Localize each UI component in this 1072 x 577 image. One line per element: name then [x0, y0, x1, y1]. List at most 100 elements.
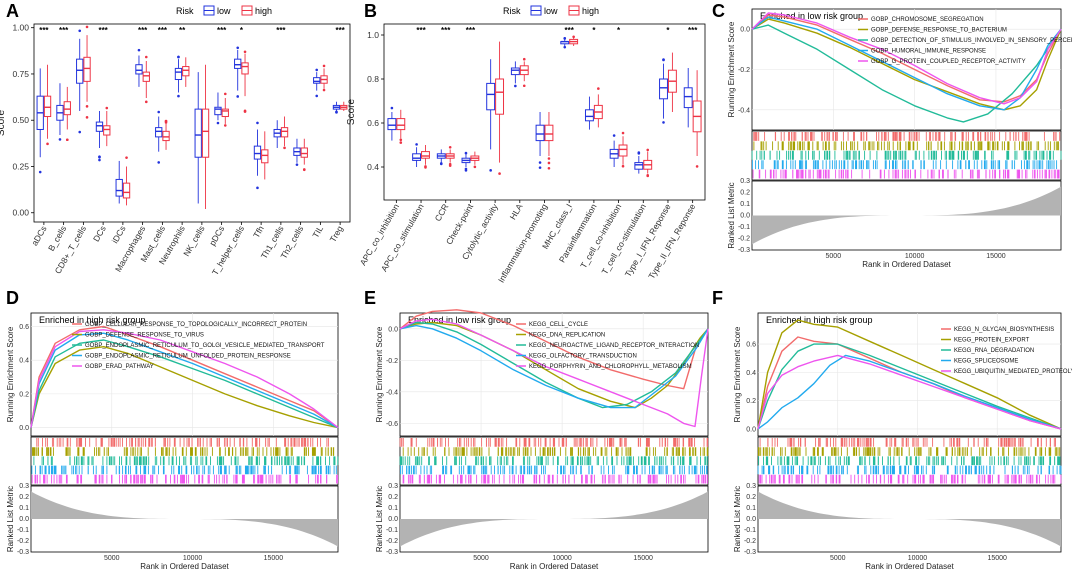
- box-high: [544, 124, 554, 142]
- box-low: [659, 78, 668, 100]
- y-tick-label: 1.00: [12, 23, 29, 33]
- outlier-high: [498, 172, 501, 175]
- gsea-legend-label: GOBP_ENDOPLASMIC_RETICULUM_UNFOLDED_PROT…: [85, 354, 291, 360]
- outlier-low: [538, 161, 542, 164]
- metric-tick-label: 0.1: [388, 505, 398, 512]
- y-tick-label: -0.4: [386, 389, 398, 396]
- y-tick-label: -0.2: [386, 358, 398, 365]
- x-axis-label: Rank in Ordered Dataset: [510, 562, 599, 571]
- metric-tick-label: 0.3: [740, 178, 750, 185]
- x-tick-label: 5000: [104, 555, 120, 562]
- outlier-low: [464, 151, 468, 155]
- x-tick-label: aDCs: [29, 224, 48, 247]
- box-low: [95, 121, 104, 132]
- outlier-low: [514, 84, 517, 88]
- category-treg: *** Treg: [328, 26, 348, 244]
- significance-label: ***: [59, 26, 69, 35]
- category-dcs: *** DCs: [91, 26, 111, 243]
- gsea-plot-F: Enriched in high risk group 0.6 0.4 0.2 0.0 R…: [733, 312, 1072, 571]
- es-curve-kegg-cell-cycle: [399, 309, 709, 390]
- x-tick-label: Type_I_IFN_Reponse: [623, 202, 673, 279]
- metric-tick-label: -0.1: [738, 224, 750, 231]
- gsea-legend-label: KEGG_PROTEIN_EXPORT: [954, 338, 1030, 344]
- outlier-low: [538, 166, 542, 169]
- box-low: [174, 67, 183, 81]
- gsea-plot-D: Enriched in high risk group 0.6 0.4 0.2 0.0 R…: [6, 312, 339, 571]
- outlier-low: [489, 169, 492, 172]
- box-low: [634, 162, 644, 170]
- metric-tick-label: -0.3: [744, 549, 756, 556]
- outlier-high: [399, 138, 403, 142]
- outlier-low: [662, 121, 665, 124]
- box-low: [135, 64, 143, 75]
- outlier-low: [236, 46, 240, 50]
- x-tick-label: CCR: [433, 202, 451, 223]
- box-high: [495, 78, 505, 115]
- outlier-low: [38, 170, 42, 174]
- metric-tick-label: -0.1: [744, 527, 756, 534]
- y-tick-label: 1.0: [367, 30, 379, 40]
- es-curve-gobp-defense-response-to-virus: [30, 346, 339, 429]
- y-tick-label: 0.25: [12, 161, 29, 171]
- es-curve-kegg-porphyrin-and-chlorophyll-metabolism: [399, 318, 709, 428]
- box-low: [683, 87, 693, 109]
- metric-tick-label: 0.3: [746, 483, 756, 490]
- outlier-high: [646, 174, 650, 178]
- outlier-high: [125, 156, 128, 159]
- hit-ticks-gobp-humoral-immune-response: [751, 160, 1058, 170]
- metric-tick-label: 0.2: [740, 190, 750, 197]
- hit-ticks-gobp-chromosome-segregation: [753, 132, 1061, 141]
- outlier-low: [98, 158, 101, 162]
- box-high: [280, 127, 289, 138]
- gsea-legend-label: KEGG_NEUROACTIVE_LIGAND_RECEPTOR_INTERAC…: [529, 343, 699, 349]
- significance-label: *: [240, 26, 244, 35]
- category-th2-cells: Th2_cells: [279, 138, 308, 261]
- y-axis-label: Running Enrichment Score: [375, 326, 384, 422]
- outlier-low: [439, 162, 443, 165]
- panel-letter-f: F: [712, 288, 723, 308]
- legend-label-high: high: [255, 6, 272, 16]
- significance-label: ***: [688, 26, 698, 35]
- outlier-high: [144, 55, 148, 59]
- metric-axis-label: Ranked List Metric: [375, 486, 384, 552]
- outlier-high: [302, 168, 306, 172]
- y-tick-label: 0.8: [367, 74, 379, 84]
- gsea-plot-C: Enriched in low risk group 0.0 -0.2 -0.4Run…: [727, 8, 1072, 269]
- es-curve-gobp-erad-pathway: [30, 329, 339, 429]
- box-high: [201, 108, 210, 158]
- x-tick-label: Treg: [328, 224, 345, 244]
- outlier-low: [315, 94, 319, 98]
- gsea-legend-label: GOBP_ERAD_PATHWAY: [85, 364, 154, 370]
- legend-label-low: low: [217, 6, 231, 16]
- metric-axis-label: Ranked List Metric: [6, 486, 15, 552]
- gsea-legend-label: GOBP_DEFENSE_RESPONSE_TO_BACTERIUM: [871, 28, 1007, 34]
- gsea-title: Enriched in low risk group: [760, 11, 863, 21]
- outlier-low: [563, 45, 567, 49]
- gsea-title: Enriched in high risk group: [766, 315, 873, 325]
- box-low: [387, 118, 397, 131]
- risk-legend-A: Risk low high: [176, 5, 272, 16]
- box-high: [396, 118, 406, 131]
- outlier-high: [322, 88, 326, 92]
- hit-ticks-kegg-spliceosome: [757, 465, 1062, 475]
- es-curve-gobp-endoplasmic-reticulum-to-golgi-vesicle-mediated-transport: [30, 339, 339, 429]
- boxplot-B: 0.40.60.81.0ScoreAPC_co_inhibition***APC…: [346, 23, 706, 284]
- significance-label: ***: [441, 26, 451, 35]
- significance-label: ***: [335, 26, 345, 35]
- outlier-high: [621, 131, 625, 135]
- box-low: [253, 145, 262, 160]
- hit-ticks-gobp-defense-response-to-bacterium: [753, 141, 1060, 151]
- outlier-low: [236, 95, 240, 98]
- panel-letter-b: B: [364, 1, 377, 21]
- metric-tick-label: 0.2: [19, 494, 29, 501]
- metric-axis-label: Ranked List Metric: [733, 486, 742, 552]
- outlier-low: [137, 48, 141, 52]
- x-axis-label: Rank in Ordered Dataset: [865, 562, 954, 571]
- box-high: [63, 101, 71, 116]
- category-til: TIL: [310, 64, 328, 240]
- box-high: [241, 62, 249, 75]
- category-apc-co-stimulation: ***APC_co_stimulation: [379, 26, 430, 273]
- x-tick-label: iDCs: [110, 224, 128, 245]
- es-curve-gobp-chromosome-segregation: [751, 14, 1062, 103]
- significance-label: *: [666, 26, 670, 35]
